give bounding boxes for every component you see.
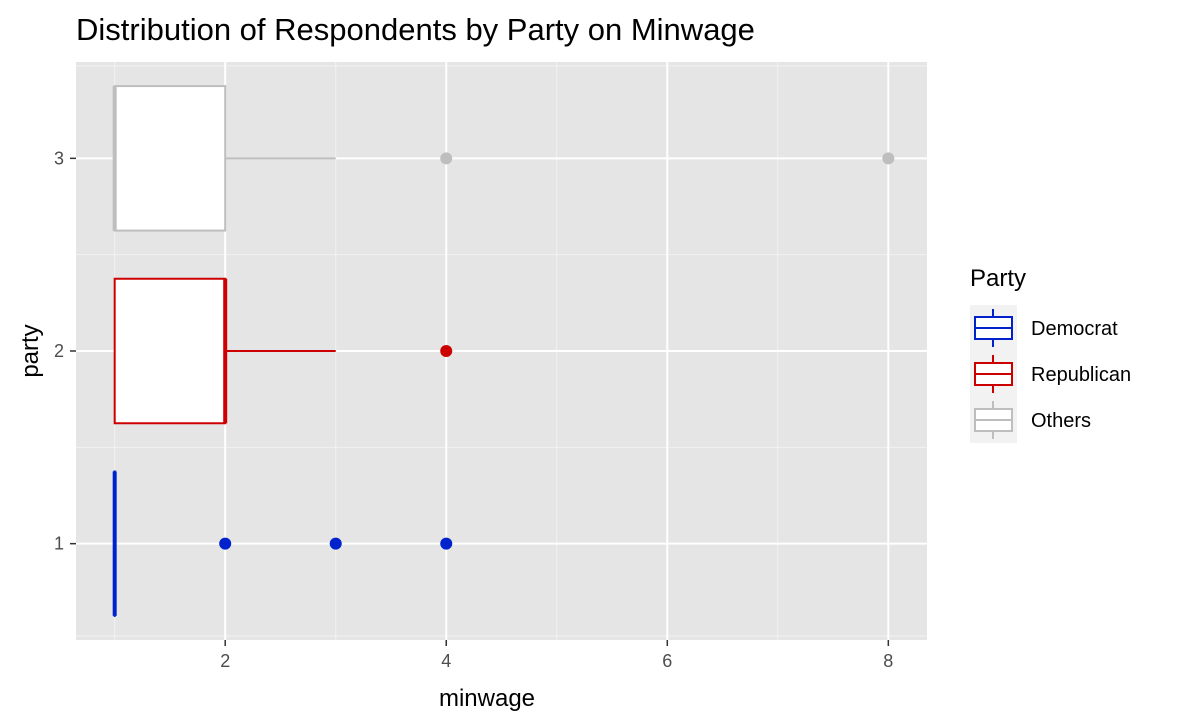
outlier-point xyxy=(440,152,453,165)
outlier-point xyxy=(440,537,453,550)
x-tick-label: 8 xyxy=(883,651,893,671)
y-tick-label: 3 xyxy=(54,148,64,168)
box-democrat xyxy=(112,470,453,617)
outlier-point xyxy=(219,537,232,550)
legend-item-republican: Republican xyxy=(970,351,1131,397)
legend-label: Republican xyxy=(1031,364,1131,386)
box-rect xyxy=(113,85,227,232)
x-tick-label: 6 xyxy=(662,651,672,671)
legend-label: Democrat xyxy=(1031,318,1118,340)
chart-title: Distribution of Respondents by Party on … xyxy=(76,12,755,47)
y-axis-title: party xyxy=(17,324,44,377)
box-others xyxy=(112,85,895,232)
y-axis: 1 2 3 xyxy=(54,148,76,554)
x-axis: 2 4 6 8 xyxy=(220,640,893,671)
legend-title: Party xyxy=(970,265,1026,292)
y-tick-label: 2 xyxy=(54,341,64,361)
x-tick-label: 2 xyxy=(220,651,230,671)
y-tick-label: 1 xyxy=(54,534,64,554)
boxes xyxy=(112,85,895,617)
box-republican xyxy=(113,277,453,425)
legend-label: Others xyxy=(1031,410,1091,432)
outlier-point xyxy=(882,152,895,165)
x-axis-title: minwage xyxy=(439,685,535,712)
outlier-point xyxy=(440,345,453,357)
box-rect xyxy=(113,277,227,425)
legend-item-democrat: Democrat xyxy=(970,305,1118,351)
outlier-point xyxy=(329,537,342,550)
x-tick-label: 4 xyxy=(441,651,451,671)
legend: Party Democrat Republican Others xyxy=(970,265,1131,443)
legend-item-others: Others xyxy=(970,397,1091,443)
